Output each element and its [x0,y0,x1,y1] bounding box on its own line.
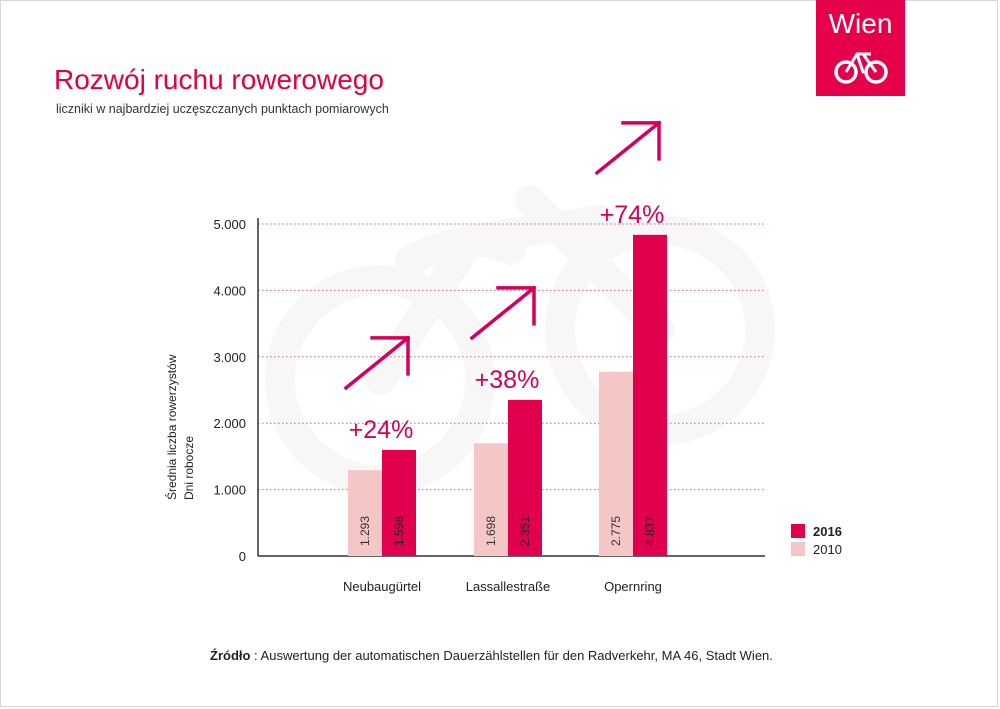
x-tick-label: Neubaugürtel [343,579,421,594]
growth-label: +74% [600,201,665,229]
bicycle-icon [834,52,888,84]
arrow-shaft [594,120,662,176]
y-tick-label: 4.000 [213,283,246,298]
legend-label-2010: 2010 [813,542,842,557]
legend-label-2016: 2016 [813,524,842,539]
bar-value-label: 1.598 [392,516,406,546]
arrow-shaft [343,335,411,391]
bar-value-label: 1.293 [358,516,372,546]
bar-2010 [348,470,382,556]
bar-value-label: 2.775 [609,516,623,546]
bar-2010 [599,371,633,556]
chart-subtitle: liczniki w najbardziej uczęszczanych pun… [56,102,389,116]
growth-label: +38% [475,366,540,394]
bar-value-label: 4.837 [643,516,657,546]
wien-logo: Wien [816,0,905,96]
y-tick-label: 5.000 [213,217,246,232]
source-note: Źródło : Auswertung der automatischen Da… [210,648,773,663]
logo-text: Wien [828,8,893,39]
arrow-head [496,286,536,326]
y-tick-label: 2.000 [213,416,246,431]
y-axis-label: Średnia liczba rowerzystów Dni robocze [164,354,196,500]
y-tick-label: 1.000 [213,483,246,498]
bar-2016 [382,449,416,556]
growth-label: +24% [349,416,414,444]
x-tick-label: Opernring [604,579,662,594]
y-axis-label-line: Dni robocze [182,436,196,500]
chart-title: Rozwój ruchu rowerowego [54,64,384,95]
growth-arrow-icon [343,335,411,391]
bar-2010 [474,443,508,556]
growth-arrow-icon [469,285,537,341]
bar-value-label: 1.698 [484,516,498,546]
y-axis-label-line: Średnia liczba rowerzystów [164,354,179,500]
legend-swatch-2016 [791,524,805,538]
y-tick-label: 3.000 [213,350,246,365]
source-label: Źródło [210,648,251,663]
bar-value-label: 2.351 [518,516,532,546]
x-tick-label: Lassallestraße [466,579,551,594]
bar-2016 [633,234,667,557]
arrow-head [621,121,661,161]
y-tick-label: 0 [239,549,246,564]
growth-arrow-icon [594,120,662,176]
arrow-head [370,336,410,376]
bar-2016 [508,399,542,556]
source-text: : Auswertung der automatischen Dauerzähl… [250,648,773,663]
arrow-shaft [469,285,537,341]
legend-swatch-2010 [791,542,805,556]
